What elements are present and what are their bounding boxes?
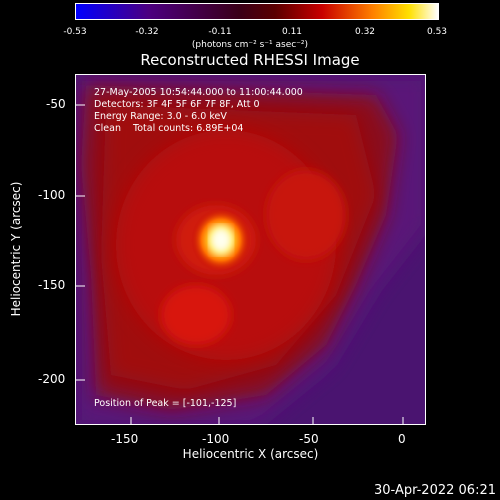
y-tick-label: -100: [38, 188, 66, 202]
x-axis-label: Heliocentric X (arcsec): [182, 447, 319, 461]
x-tick-label: 0: [398, 432, 406, 446]
y-axis-label: Heliocentric Y (arcsec): [9, 181, 23, 317]
rhessi-image-plot: 27-May-2005 10:54:44.000 to 11:00:44.000…: [75, 74, 426, 425]
colorbar-units: (photons cm⁻² s⁻¹ asec⁻²): [191, 40, 309, 50]
y-tick-label: -50: [46, 97, 66, 111]
colorbar-tick: -0.53: [63, 27, 87, 37]
rhessi-image: [76, 75, 425, 424]
colorbar-tick: -0.32: [135, 27, 159, 37]
axis-ticks: [76, 104, 404, 424]
x-tick-label: -100: [202, 432, 230, 446]
footer-date: 30-Apr-2022 06:21: [374, 483, 496, 498]
plot-title: Reconstructed RHESSI Image: [140, 51, 360, 69]
y-tick-label: -200: [38, 372, 66, 386]
x-tick-label: -50: [299, 432, 319, 446]
colorbar: [75, 3, 439, 20]
info-energy: Energy Range: 3.0 - 6.0 keV: [94, 111, 227, 122]
info-detectors: Detectors: 3F 4F 5F 6F 7F 8F, Att 0: [94, 99, 260, 110]
x-tick-label: -150: [111, 432, 139, 446]
colorbar-tick: 0.53: [426, 27, 448, 37]
y-tick-label: -150: [38, 278, 66, 292]
peak-position: Position of Peak = [-101,-125]: [94, 398, 237, 409]
colorbar-tick: 0.32: [354, 27, 376, 37]
colorbar-tick: 0.11: [281, 27, 303, 37]
info-time: 27-May-2005 10:54:44.000 to 11:00:44.000: [94, 87, 303, 98]
info-method: Clean Total counts: 6.89E+04: [94, 123, 244, 134]
colorbar-tick: -0.11: [208, 27, 232, 37]
